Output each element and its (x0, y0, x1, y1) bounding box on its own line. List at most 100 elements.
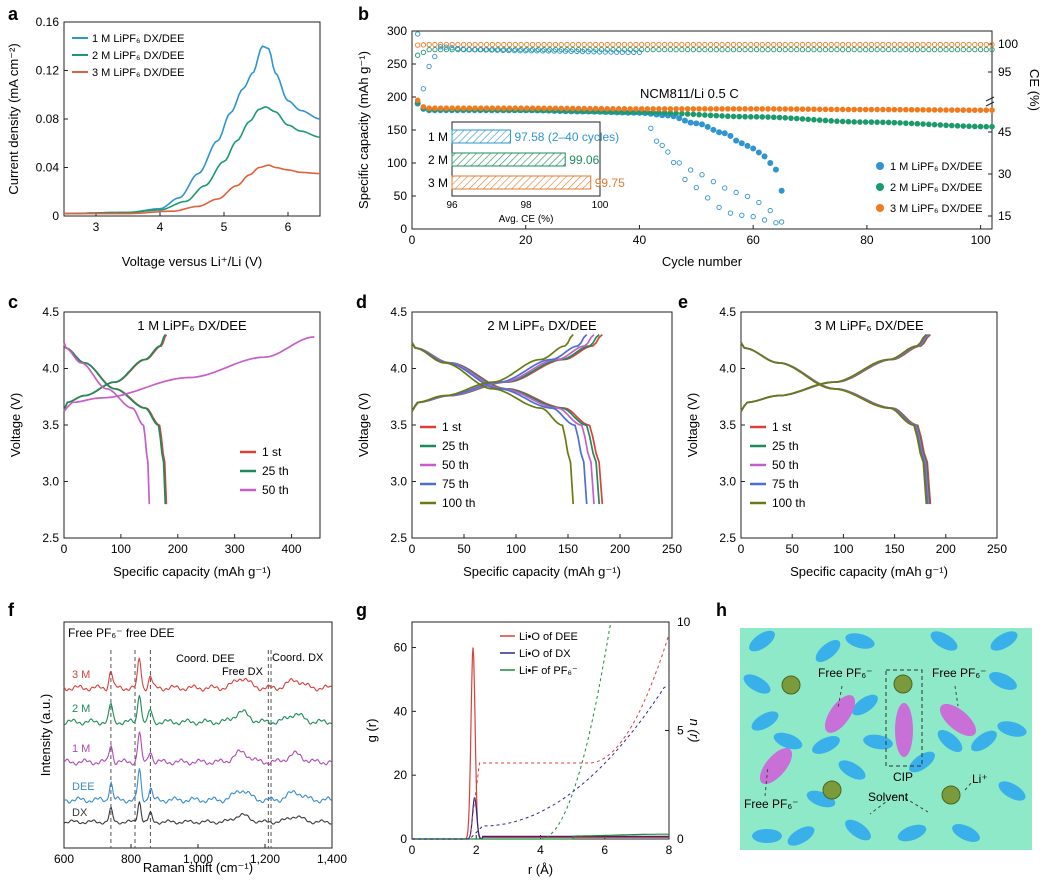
chart-b-capacity-point-3M (845, 106, 852, 113)
chart-b-ce-point-1M (727, 210, 734, 216)
chart-b-capacity-point-3M (546, 105, 553, 112)
chart-b-ytick-label: 100 (387, 156, 407, 170)
chart-b-ce-point-1M (625, 49, 631, 56)
chart-a-xtick-label: 6 (285, 220, 292, 234)
chart-b-ce-point-2M (845, 46, 852, 53)
chart-e-ylabel: Voltage (V) (685, 393, 700, 457)
li-ion (941, 785, 961, 805)
chart-b-capacity-point-3M (747, 106, 754, 112)
chart-b-capacity-point-1M (767, 160, 774, 166)
chart-a-xtick-label: 5 (221, 220, 228, 234)
chart-b-ce-point-3M (627, 41, 633, 48)
chart-b-ce-point-3M (972, 41, 978, 48)
chart-b-capacity-point-3M (776, 106, 783, 112)
chart-d: 0 50 100 150 200 250 2.5 3.0 3.5 4.0 4.5 2 M LiPF₆ … (356, 305, 682, 579)
chart-b-capacity-point-1M (772, 166, 779, 173)
chart-b-y2tick-label: 30 (998, 167, 1012, 181)
chart-b-ce-point-2M (759, 46, 765, 53)
chart-b-ce-point-3M (639, 41, 645, 48)
chart-b-ce-point-3M (696, 41, 702, 48)
chart-g-legend-label: Li•F of PF₆⁻ (519, 665, 578, 677)
chart-d-xlabel: Specific capacity (mAh g⁻¹) (463, 564, 621, 579)
chart-c-xtick-label: 200 (168, 542, 188, 556)
solvent-molecule (815, 639, 841, 663)
label-solvent: Solvent (868, 790, 909, 804)
chart-b-ce-point-3M (541, 41, 547, 48)
chart-b-ce-point-3M (736, 41, 742, 48)
chart-b-ce-point-3M (931, 41, 938, 48)
chart-b-ce-point-3M (650, 41, 656, 48)
solvent-molecule (812, 736, 840, 754)
chart-e-discharge-5 (740, 342, 928, 505)
chart-b-capacity-point-1M (693, 120, 700, 127)
chart-d-xtick-label: 150 (558, 542, 578, 556)
chart-b-ce-point-2M (972, 46, 978, 53)
chart-b-ce-point-1M (432, 53, 438, 60)
chart-b-capacity-point-2M (948, 122, 955, 129)
chart-c-charge-2 (63, 334, 167, 412)
chart-b-capacity-point-3M (615, 106, 622, 112)
chart-b-ce-point-3M (960, 41, 966, 48)
label-cip: CIP (893, 770, 913, 784)
chart-b-capacity-point-2M (742, 113, 748, 120)
chart-c-ytick-label: 3.5 (42, 418, 59, 432)
chart-b-ce-point-2M (742, 46, 748, 53)
chart-b-ce-point-2M (420, 49, 427, 56)
chart-b-ce-point-2M (822, 46, 829, 53)
chart-b-capacity-point-3M (638, 106, 645, 112)
chart-b-ce-point-3M (742, 41, 748, 48)
chart-b-ce-point-2M (937, 46, 943, 53)
chart-b-ce-point-3M (983, 41, 989, 48)
chart-f-series-label: DEE (72, 781, 95, 793)
chart-b-ce-point-1M (483, 47, 489, 53)
chart-b-ce-point-1M (653, 138, 660, 144)
chart-b-ce-point-3M (874, 41, 880, 48)
solvent-molecule (852, 694, 878, 716)
pf6-anion (939, 703, 977, 737)
chart-b-ce-point-2M (696, 46, 702, 53)
chart-b-legend-label: 1 M LiPF₆ DX/DEE (890, 161, 982, 173)
chart-c-discharge-3 (63, 342, 151, 505)
chart-b-ce-point-1M (574, 48, 580, 55)
solvent-molecule (897, 824, 927, 842)
chart-c-charge-1 (63, 334, 168, 412)
chart-b-capacity-point-3M (621, 106, 628, 112)
chart-e-ytick-label: 3.5 (719, 418, 736, 432)
chart-b-capacity-point-1M (744, 142, 751, 149)
chart-b-ce-point-1M (733, 189, 739, 196)
chart-e-discharge-1 (740, 342, 932, 505)
chart-b-capacity-point-3M (765, 106, 771, 112)
chart-b-ce-point-2M (782, 46, 788, 53)
chart-b-capacity-point-2M (661, 109, 668, 116)
chart-b-capacity-point-3M (472, 105, 478, 112)
chart-b-ce-point-3M (771, 41, 777, 48)
chart-b-capacity-point-1M (687, 119, 694, 126)
chart-b-ce-point-1M (778, 219, 785, 225)
chart-b-ce-point-1M (750, 213, 756, 220)
chart-d-xtick-label: 0 (409, 542, 416, 556)
chart-b-capacity-point-2M (926, 121, 932, 128)
chart-e-charge-2 (740, 333, 930, 412)
chart-b-ce-point-3M (966, 41, 972, 48)
chart-b-capacity-point-3M (501, 105, 507, 112)
chart-b-capacity-point-2M (862, 119, 869, 125)
chart-b-ce-point-1M (773, 220, 779, 226)
chart-b-capacity-point-2M (954, 123, 961, 129)
chart-b-ce-point-3M (495, 41, 501, 48)
chart-b-ce-point-3M (949, 41, 955, 48)
panel-letter-g: g (356, 600, 367, 620)
chart-g-n-curve-3 (540, 621, 612, 840)
chart-g-legend-label: Li•O of DEE (519, 631, 578, 643)
chart-b-capacity-point-1M (710, 126, 717, 133)
chart-b-ce-point-1M (449, 45, 455, 51)
chart-b-capacity-point-3M (851, 106, 857, 113)
chart-b-ce-point-3M (908, 41, 915, 48)
chart-b-capacity-point-2M (805, 116, 812, 123)
chart-c-xlabel: Specific capacity (mAh g⁻¹) (113, 564, 271, 579)
chart-b-capacity-point-3M (449, 105, 455, 112)
chart-b-ce-point-3M (811, 41, 817, 48)
chart-b-capacity-point-2M (782, 115, 789, 121)
chart-b-ce-point-2M (684, 46, 691, 53)
chart-b-y2tick-label: 100 (998, 37, 1018, 51)
